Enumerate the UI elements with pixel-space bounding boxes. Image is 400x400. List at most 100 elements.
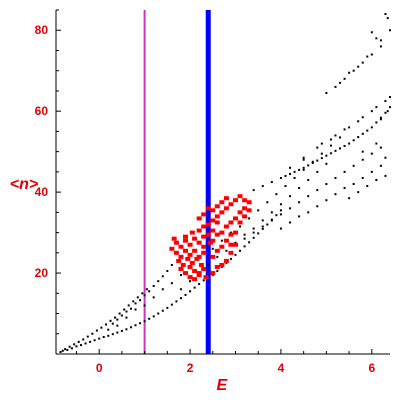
data-point xyxy=(193,286,196,289)
data-point xyxy=(329,152,332,155)
data-point xyxy=(302,166,305,169)
data-point xyxy=(379,118,382,121)
data-point xyxy=(141,292,144,295)
data-point xyxy=(289,221,292,224)
data-point xyxy=(180,262,186,267)
data-point xyxy=(379,45,382,48)
data-point xyxy=(234,241,237,244)
data-point xyxy=(279,176,282,179)
data-point xyxy=(343,144,346,147)
data-point xyxy=(379,146,382,149)
data-point xyxy=(219,230,225,235)
data-point xyxy=(348,197,351,200)
x-axis-label: E xyxy=(217,377,229,394)
data-point xyxy=(196,228,202,233)
data-point xyxy=(68,345,71,348)
data-point xyxy=(178,254,184,259)
data-point xyxy=(98,337,101,340)
ticks: 0 2 4 6 20 40 60 80 xyxy=(35,9,375,375)
data-point xyxy=(348,71,351,74)
data-point xyxy=(134,308,137,311)
data-point xyxy=(257,232,260,235)
data-point xyxy=(243,245,246,248)
data-point xyxy=(95,329,98,332)
data-point xyxy=(187,242,193,247)
y-tick-label: 20 xyxy=(35,266,49,280)
data-point xyxy=(302,168,305,171)
data-point xyxy=(107,328,110,331)
data-point xyxy=(325,183,328,186)
data-point xyxy=(248,217,251,220)
data-point xyxy=(189,290,192,293)
data-point xyxy=(109,319,112,322)
data-point xyxy=(143,320,146,323)
data-point xyxy=(298,187,301,190)
data-point xyxy=(343,77,346,80)
data-point xyxy=(246,200,252,205)
data-point xyxy=(210,238,216,243)
data-point xyxy=(352,69,355,72)
data-point xyxy=(116,318,119,321)
x-tick-label: 2 xyxy=(187,361,194,375)
data-point xyxy=(237,220,243,225)
x-tick-label: 4 xyxy=(278,361,285,375)
data-point xyxy=(161,309,164,312)
data-point xyxy=(179,288,182,291)
data-point xyxy=(266,223,269,226)
data-point xyxy=(220,265,223,268)
y-tick-label: 60 xyxy=(35,104,49,118)
data-point xyxy=(234,253,237,256)
data-point xyxy=(187,252,193,257)
data-point xyxy=(196,273,202,278)
data-point xyxy=(214,232,220,237)
data-point xyxy=(270,181,273,183)
data-point xyxy=(361,150,364,153)
data-point xyxy=(307,178,310,181)
data-point xyxy=(219,244,225,249)
data-point xyxy=(210,218,216,223)
data-point xyxy=(70,347,73,350)
data-point xyxy=(289,166,292,169)
data-point xyxy=(201,212,207,217)
data-point xyxy=(357,120,360,123)
data-point xyxy=(375,142,378,145)
data-point xyxy=(205,222,211,227)
data-point xyxy=(228,250,234,255)
data-point xyxy=(232,230,238,235)
data-point xyxy=(275,193,278,196)
data-point xyxy=(207,263,210,266)
data-point xyxy=(139,322,142,325)
data-point xyxy=(184,293,187,296)
data-point xyxy=(334,176,337,179)
data-point xyxy=(183,248,189,253)
data-point xyxy=(361,61,364,64)
data-point xyxy=(102,336,105,339)
data-point xyxy=(348,142,351,145)
data-point xyxy=(214,220,220,225)
data-point xyxy=(228,242,234,247)
data-point xyxy=(211,274,214,277)
data-point xyxy=(389,29,391,32)
data-point xyxy=(170,282,173,285)
data-point xyxy=(243,233,246,236)
data-point xyxy=(384,13,387,16)
data-point xyxy=(334,134,337,137)
data-point xyxy=(348,126,351,129)
data-point xyxy=(64,348,67,351)
data-point xyxy=(261,227,264,230)
data-point xyxy=(210,254,216,259)
data-point xyxy=(198,262,204,267)
data-point xyxy=(228,220,234,225)
data-point xyxy=(219,262,225,267)
data-point xyxy=(370,126,373,129)
data-point xyxy=(183,271,189,276)
data-point xyxy=(242,214,248,219)
data-point xyxy=(357,191,360,194)
data-point xyxy=(100,326,103,329)
data-point xyxy=(93,339,96,342)
data-point xyxy=(252,227,255,230)
data-point xyxy=(361,176,364,179)
data-point xyxy=(279,227,282,230)
data-point xyxy=(384,174,387,177)
data-point xyxy=(178,267,184,272)
